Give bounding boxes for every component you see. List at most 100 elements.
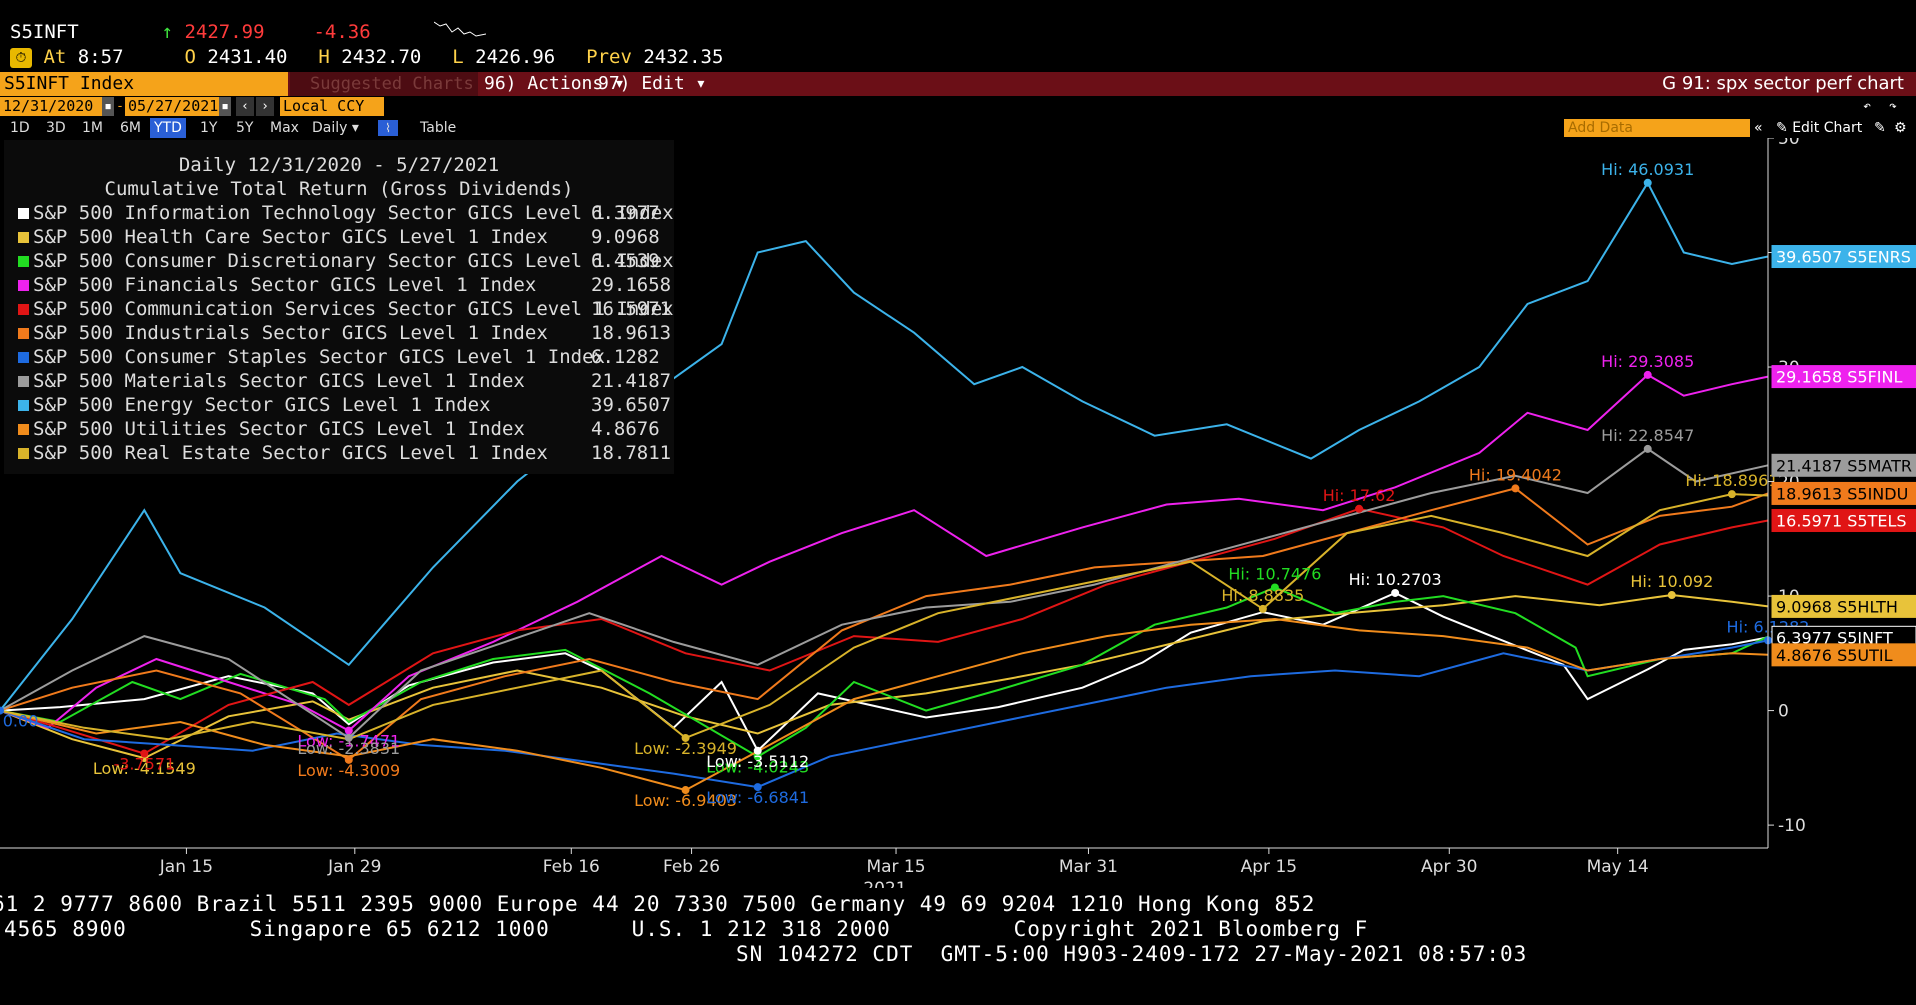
legend-swatch xyxy=(18,328,29,339)
legend-label: S&P 500 Energy Sector GICS Level 1 Index xyxy=(33,394,491,416)
end-date-field[interactable]: 05/27/2021 xyxy=(125,97,223,116)
value-tag-indu: 18.9613 S5INDU xyxy=(1776,484,1908,503)
high-label: H xyxy=(318,46,330,68)
legend-item[interactable]: S&P 500 Health Care Sector GICS Level 1 … xyxy=(18,226,660,250)
calendar-icon[interactable]: ▪ xyxy=(102,97,114,116)
edit-chart-label: Edit Chart xyxy=(1792,120,1863,136)
sparkline-icon xyxy=(433,21,486,43)
suggested-charts-button[interactable]: Suggested Charts xyxy=(290,72,478,96)
security-field[interactable]: S5INFT Index xyxy=(0,72,288,96)
annotation-point xyxy=(344,726,353,735)
calendar-icon[interactable]: ▪ xyxy=(219,97,231,116)
date-separator: - xyxy=(116,97,124,116)
annotation-label: Low: -4.1549 xyxy=(93,759,196,778)
annotation-point xyxy=(1511,484,1520,493)
currency-select[interactable]: Local CCY xyxy=(280,97,384,116)
series-line-tels xyxy=(0,507,1769,755)
legend-swatch xyxy=(18,256,29,267)
last-value-tags: 6.3977 S5INFT 9.0968 S5HLTH 29.1658 S5FINL… xyxy=(1771,245,1916,667)
annotation-point xyxy=(753,752,762,761)
footer-contacts-2: 4565 8900 Singapore 65 6212 1000 U.S. 1 … xyxy=(4,917,1369,941)
series-line-finl xyxy=(0,373,1769,732)
period-3d[interactable]: 3D xyxy=(46,120,66,136)
annotation-point xyxy=(1391,588,1400,597)
period-5y[interactable]: 5Y xyxy=(236,120,254,136)
chart-title: Daily 12/31/2020 - 5/27/2021 xyxy=(178,154,500,176)
legend-item[interactable]: S&P 500 Materials Sector GICS Level 1 In… xyxy=(18,370,671,394)
date-range-bar: 12/31/2020 ▪ - 05/27/2021 ▪ ‹ › Local CC… xyxy=(0,97,1916,117)
legend-label: S&P 500 Financials Sector GICS Level 1 I… xyxy=(33,274,537,296)
legend-swatch xyxy=(18,424,29,435)
legend-item[interactable]: S&P 500 Consumer Discretionary Sector GI… xyxy=(18,250,674,274)
annotation-point xyxy=(753,746,762,755)
legend-value: 4.8676 xyxy=(591,418,660,440)
period-6m[interactable]: 6M xyxy=(120,120,141,136)
x-tick-label: Apr 30 xyxy=(1421,857,1477,877)
period-bar: 1D 3D 1M 6M YTD 1Y 5Y Max Daily ▾ ⌇ Tabl… xyxy=(0,118,1916,138)
legend-item[interactable]: S&P 500 Energy Sector GICS Level 1 Index… xyxy=(18,394,671,418)
annotation-point xyxy=(1643,370,1652,379)
legend-value: 39.6507 xyxy=(591,394,672,416)
annotation-label: Low: -2.3831 xyxy=(297,739,400,758)
legend-swatch xyxy=(18,448,29,459)
legend-item[interactable]: S&P 500 Communication Services Sector GI… xyxy=(18,298,674,322)
value-tag-box xyxy=(1771,643,1916,667)
value-tag-box xyxy=(1771,481,1916,505)
annotation-point xyxy=(681,733,690,742)
clock-icon[interactable]: ⏱ xyxy=(10,47,32,68)
legend-item[interactable]: S&P 500 Utilities Sector GICS Level 1 In… xyxy=(18,418,660,442)
annotation-point xyxy=(0,706,4,715)
edit-menu[interactable]: 97) Edit ▾ xyxy=(598,73,707,94)
x-tick-label: Mar 15 xyxy=(866,857,925,877)
period-ytd[interactable]: YTD xyxy=(150,118,186,138)
frequency-select[interactable]: Daily ▾ xyxy=(312,120,359,136)
annotation-label: Hi: 46.0931 xyxy=(1601,160,1694,179)
annotation-label: Hi: 22.8547 xyxy=(1601,426,1694,445)
annotation-label: Hi: 18.8961 xyxy=(1685,471,1778,490)
legend-value: 6.4539 xyxy=(591,250,660,272)
annotation-label: Low: -3.5112 xyxy=(706,752,809,771)
annotation-point xyxy=(1355,504,1364,513)
legend-swatch xyxy=(18,208,29,219)
edit-chart-button[interactable]: ✎ Edit Chart xyxy=(1776,120,1863,136)
start-date-field[interactable]: 12/31/2020 xyxy=(0,97,106,116)
legend-item[interactable]: S&P 500 Financials Sector GICS Level 1 I… xyxy=(18,274,671,298)
add-data-input[interactable]: Add Data xyxy=(1564,119,1750,137)
legend-item[interactable]: S&P 500 Industrials Sector GICS Level 1 … xyxy=(18,322,671,346)
legend-item[interactable]: S&P 500 Real Estate Sector GICS Level 1 … xyxy=(18,442,671,466)
legend-item[interactable]: S&P 500 Consumer Staples Sector GICS Lev… xyxy=(18,346,660,370)
period-1y[interactable]: 1Y xyxy=(200,120,218,136)
legend-value: 18.9613 xyxy=(591,322,672,344)
x-axis: Jan 15 Jan 29 Feb 16 Feb 26 Mar 15 Mar 31 Apr … xyxy=(0,847,1768,888)
legend-label: S&P 500 Communication Services Sector GI… xyxy=(33,298,674,320)
legend-item[interactable]: S&P 500 Information Technology Sector GI… xyxy=(18,202,674,226)
value-tag-box xyxy=(1771,365,1916,389)
table-button[interactable]: Table xyxy=(420,120,457,136)
x-tick-label: Jan 15 xyxy=(159,857,213,877)
annotation-point xyxy=(1667,591,1676,600)
prev-arrow-icon[interactable]: ‹ xyxy=(236,97,254,116)
period-1m[interactable]: 1M xyxy=(82,120,103,136)
y-tick-label: 0 xyxy=(1778,702,1789,722)
series-line-rlst xyxy=(0,493,1769,741)
pencil-icon[interactable]: ✎ xyxy=(1874,120,1886,136)
value-tag-box xyxy=(1771,453,1916,477)
ohlc-line: ⏱ At 8:57 O 2431.40 H 2432.70 L 2426.96 … xyxy=(10,46,723,70)
redo-icon[interactable]: ↷ xyxy=(1884,97,1902,116)
annotation-label: -3.7571 xyxy=(113,755,175,774)
line-chart-icon[interactable]: ⌇ xyxy=(378,120,398,136)
annotation-point xyxy=(1258,604,1267,613)
period-1d[interactable]: 1D xyxy=(10,120,30,136)
gear-icon[interactable]: ⚙ xyxy=(1894,120,1907,136)
undo-icon[interactable]: ↶ xyxy=(1858,97,1876,116)
actions-menu[interactable]: 96) Actions ▾ xyxy=(484,73,625,94)
chart-subtitle: Cumulative Total Return (Gross Dividends… xyxy=(104,178,574,200)
x-tick-label: Apr 15 xyxy=(1241,857,1297,877)
next-arrow-icon[interactable]: › xyxy=(256,97,274,116)
period-max[interactable]: Max xyxy=(270,120,299,136)
annotation-point xyxy=(344,733,353,742)
up-arrow-icon: ↑ xyxy=(161,21,173,43)
collapse-icon[interactable]: « xyxy=(1754,120,1763,136)
x-axis-label: 2021 xyxy=(863,879,906,888)
legend-swatch xyxy=(18,400,29,411)
